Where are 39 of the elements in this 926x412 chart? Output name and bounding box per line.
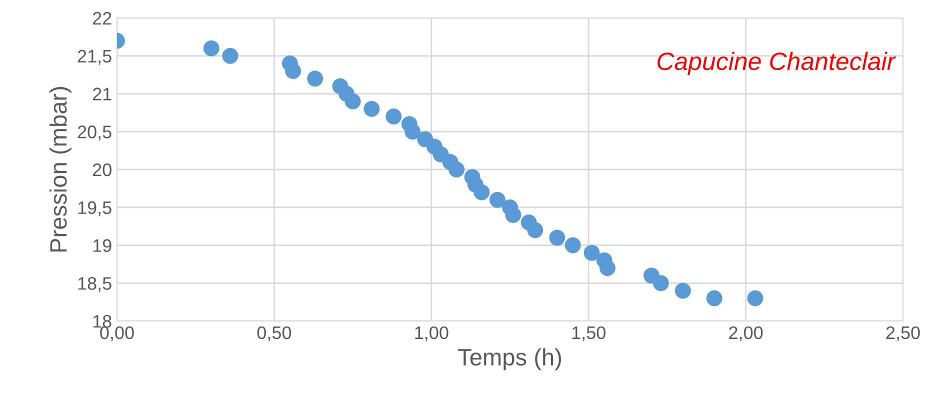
- point: [344, 93, 361, 110]
- x-tick-label: 1,50: [572, 326, 606, 342]
- point: [448, 162, 465, 178]
- y-tick-label: 21,5: [78, 50, 112, 65]
- x-tick-label: 2,50: [886, 326, 920, 342]
- x-tick-label: 2,00: [729, 326, 763, 342]
- point: [364, 100, 380, 117]
- point: [747, 290, 764, 306]
- x-tick-label: 0,50: [257, 326, 292, 342]
- y-tick-label: 19,5: [78, 201, 112, 216]
- point: [474, 184, 490, 200]
- point: [527, 222, 544, 238]
- y-axis-title: Pression (mbar): [49, 86, 72, 252]
- y-tick-label: 18,5: [78, 277, 112, 292]
- point: [564, 237, 581, 254]
- y-tick-label: 22: [92, 12, 112, 25]
- point: [285, 63, 302, 80]
- y-tick-label: 21: [92, 88, 112, 100]
- point: [706, 290, 722, 306]
- point: [584, 244, 600, 261]
- point: [549, 230, 566, 246]
- point: [307, 70, 324, 87]
- y-tick-label: 19: [93, 239, 112, 252]
- annotation: Capucine Chanteclair: [658, 52, 896, 76]
- point: [674, 282, 691, 299]
- point: [404, 124, 421, 140]
- point: [489, 192, 506, 208]
- y-tick-label: 18: [93, 314, 112, 328]
- point: [203, 40, 220, 56]
- x-axis-title: Temps (h): [458, 348, 562, 370]
- point: [386, 108, 402, 124]
- point: [652, 275, 669, 292]
- point: [599, 260, 616, 276]
- x-tick-label: 0,00: [100, 326, 134, 342]
- x-tick-label: 1,00: [415, 326, 448, 342]
- point: [222, 48, 238, 64]
- y-tick-label: 20,5: [78, 126, 112, 140]
- y-tick-label: 20: [92, 163, 112, 176]
- point: [505, 206, 522, 223]
